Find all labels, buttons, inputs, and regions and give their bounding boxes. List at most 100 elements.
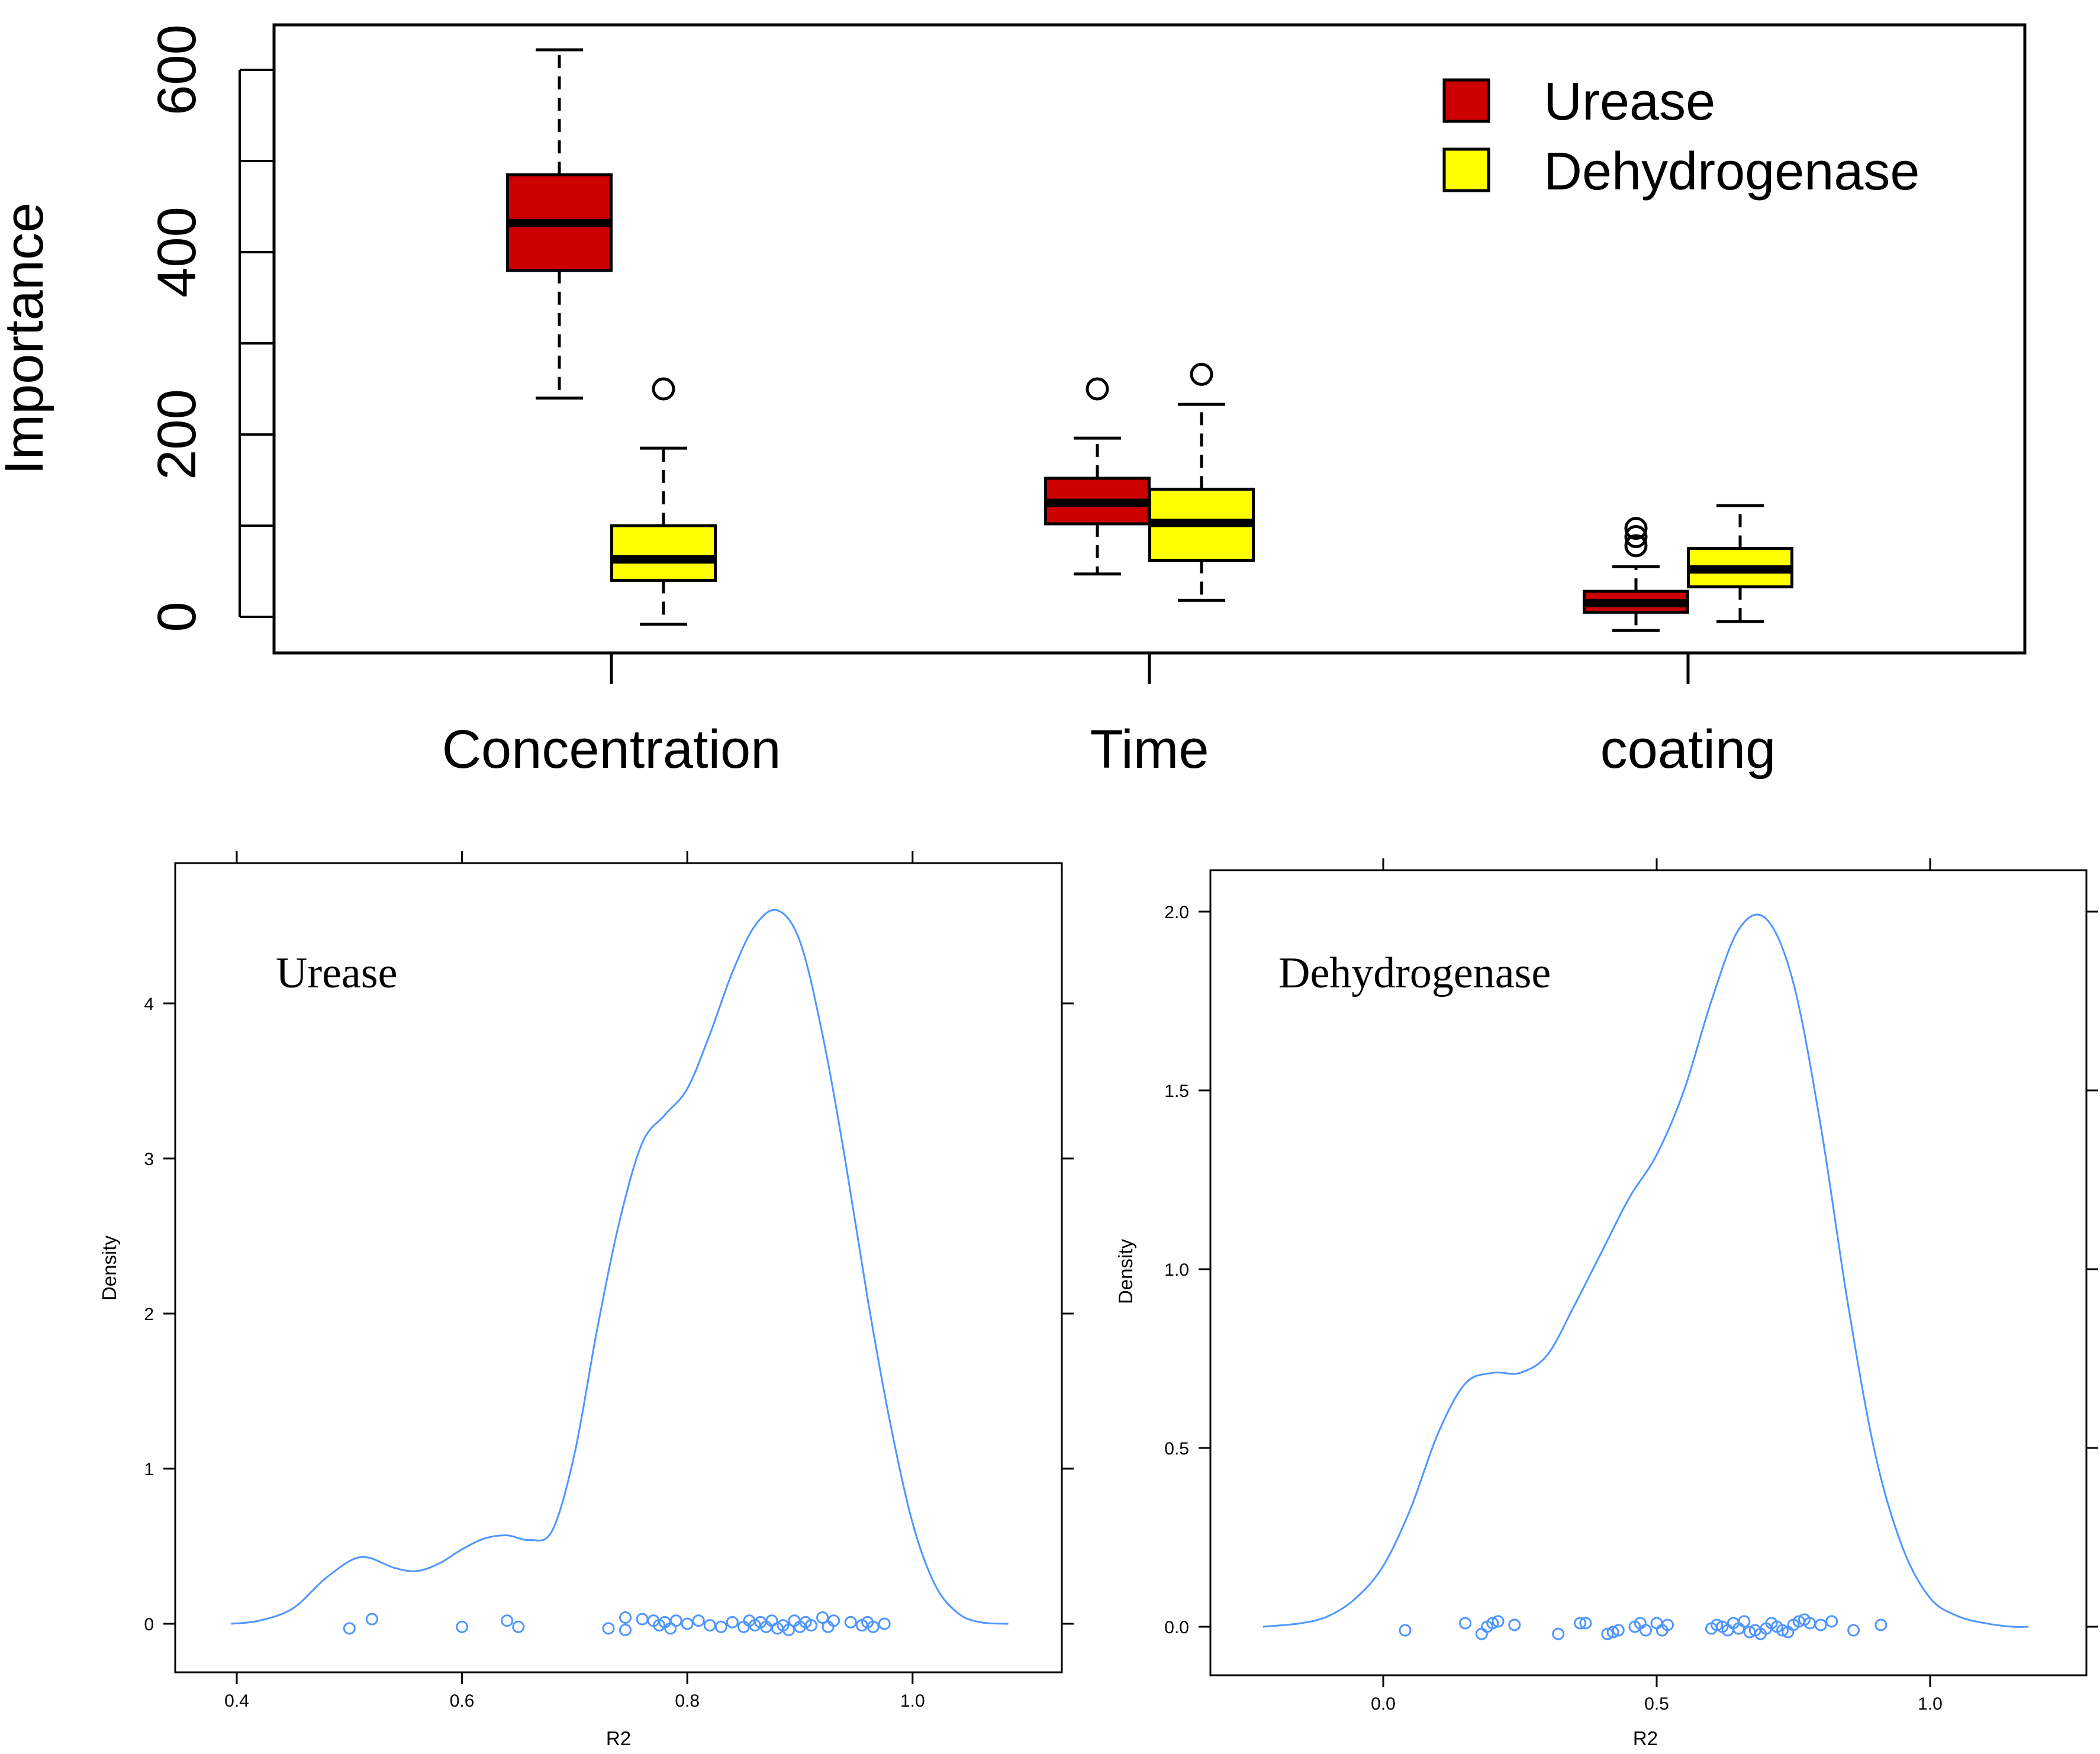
dehydrogenase-rug-point: [1661, 1618, 1674, 1631]
boxplot-y-tick-label: 0: [147, 601, 207, 632]
dehydrogenase-rug-point: [1486, 1617, 1499, 1630]
urease-y-axis-label: Density: [98, 1235, 120, 1301]
urease-rug-point: [827, 1614, 840, 1627]
box-outlier: [1086, 377, 1109, 401]
urease-density-curve: [231, 909, 1009, 1625]
urease-density-plot: Urease Density R2 0.4 0.6 0.8 1.0 0 1 2 3 4: [98, 851, 1074, 1749]
dehydrogenase-marks: [1262, 913, 2029, 1640]
boxplot-x-tick-label: coating: [1600, 719, 1776, 780]
urease-rug-point: [782, 1623, 795, 1636]
legend-label-urease: Urease: [1544, 72, 1715, 131]
dehydrogenase-rug-point: [1606, 1626, 1619, 1639]
legend-swatch-dehydrogenase: [1442, 147, 1490, 192]
box-outlier: [1624, 534, 1648, 558]
dehydrogenase-y-axis-label: Density: [1115, 1238, 1136, 1304]
dehydrogenase-y-tick-label: 0.0: [1164, 1618, 1189, 1637]
boxplot-x-tick-label: Time: [1090, 719, 1209, 780]
dehydrogenase-rug-point: [1711, 1618, 1724, 1631]
boxplot-y-axis-label: Importance: [0, 202, 54, 475]
dehydrogenase-x-tick-label: 1.0: [1918, 1694, 1943, 1714]
dehydrogenase-rug-point: [1738, 1615, 1751, 1628]
urease-x-tick-label: 0.6: [450, 1691, 475, 1711]
dehydrogenase-y-tick-label: 1.5: [1164, 1082, 1189, 1101]
urease-rug-point: [692, 1614, 705, 1627]
box-urease-coating: [1583, 517, 1689, 632]
dehydrogenase-rug-point: [1612, 1624, 1625, 1637]
urease-rug-point: [844, 1615, 857, 1629]
urease-axes: 0.4 0.6 0.8 1.0 0 1 2 3 4: [144, 851, 1074, 1711]
boxplot-boxes: [506, 48, 1793, 632]
dehydrogenase-rug-point: [1579, 1617, 1592, 1630]
urease-rug-point: [726, 1615, 739, 1629]
boxplot-y-tick-label: 600: [147, 24, 207, 115]
box-outlier: [1624, 524, 1648, 548]
dehydrogenase-rug-point: [1574, 1617, 1587, 1630]
urease-rug-point: [365, 1613, 378, 1626]
urease-rug-point: [619, 1611, 632, 1624]
dehydrogenase-x-axis-label: R2: [1633, 1727, 1658, 1749]
urease-x-tick-label: 0.4: [224, 1691, 249, 1711]
urease-x-tick-label: 0.8: [675, 1691, 700, 1711]
urease-rug-point: [669, 1614, 682, 1627]
legend-label-dehydrogenase: Dehydrogenase: [1544, 142, 1919, 201]
box-dehydrogenase-concentration: [610, 377, 717, 626]
dehydrogenase-rug-point: [1601, 1627, 1614, 1640]
boxplot-legend: Urease Dehydrogenase: [1442, 72, 1919, 201]
dehydrogenase-rug-point: [1508, 1618, 1521, 1631]
urease-rug-point: [805, 1619, 818, 1632]
legend-swatch-urease: [1442, 78, 1490, 123]
urease-rug-point: [681, 1617, 694, 1630]
dehydrogenase-density-plot: Dehydrogenase Density R2 0.0 0.5 1.0 0.0 0.5…: [1115, 858, 2098, 1749]
box-outlier: [1190, 362, 1213, 386]
boxplot-x-axis: Concentration Time coating: [442, 653, 1776, 780]
dehydrogenase-rug-point: [1847, 1624, 1860, 1637]
dehydrogenase-y-tick-label: 2.0: [1164, 903, 1189, 922]
dehydrogenase-rug-point: [1399, 1624, 1412, 1637]
box-urease-concentration: [506, 48, 613, 400]
importance-boxplot: Importance 0 200 400 600 Concentration Time c…: [0, 23, 2027, 780]
dehydrogenase-rug-point: [1552, 1627, 1565, 1640]
dehydrogenase-x-tick-label: 0.5: [1644, 1694, 1669, 1714]
urease-y-tick-label: 0: [144, 1615, 154, 1634]
urease-rug-point: [619, 1623, 632, 1636]
box-outlier: [652, 377, 675, 401]
urease-rug-point: [512, 1620, 525, 1633]
dehydrogenase-y-tick-label: 1.0: [1164, 1260, 1189, 1280]
boxplot-y-tick-label: 200: [147, 389, 207, 480]
urease-y-tick-label: 4: [144, 995, 154, 1014]
dehydrogenase-rug-point: [1814, 1618, 1827, 1631]
urease-rug-point: [501, 1614, 514, 1627]
urease-rug-point: [343, 1622, 356, 1635]
dehydrogenase-y-tick-label: 0.5: [1164, 1439, 1189, 1459]
urease-x-axis-label: R2: [606, 1727, 631, 1749]
urease-y-tick-label: 1: [144, 1460, 154, 1479]
urease-rug-point: [602, 1622, 615, 1635]
dehydrogenase-rug-point: [1874, 1618, 1888, 1631]
urease-rug-point: [816, 1611, 829, 1624]
urease-rug-point: [456, 1620, 469, 1633]
box-dehydrogenase-coating: [1687, 504, 1793, 623]
box-dehydrogenase-time: [1148, 362, 1255, 602]
boxplot-x-tick-label: Concentration: [442, 719, 781, 780]
dehydrogenase-density-curve: [1262, 913, 2029, 1628]
urease-plot-frame: [174, 862, 1063, 1673]
dehydrogenase-plot-frame: [1209, 869, 2088, 1676]
urease-y-tick-label: 3: [144, 1150, 154, 1169]
urease-rug-point: [878, 1617, 891, 1630]
dehydrogenase-x-tick-label: 0.0: [1371, 1694, 1396, 1714]
dehydrogenase-rug-point: [1825, 1615, 1838, 1628]
dehydrogenase-plot-title: Dehydrogenase: [1278, 949, 1551, 997]
dehydrogenase-axes: 0.0 0.5 1.0 0.0 0.5 1.0 1.5 2.0: [1164, 858, 2098, 1714]
urease-rug-point: [714, 1620, 727, 1633]
boxplot-y-axis: 0 200 400 600: [147, 24, 274, 632]
dehydrogenase-rug-point: [1640, 1624, 1653, 1637]
dehydrogenase-rug-point: [1459, 1617, 1472, 1630]
urease-marks: [231, 909, 1009, 1636]
urease-x-tick-label: 1.0: [900, 1691, 925, 1711]
box-iqr: [610, 524, 717, 582]
urease-y-tick-label: 2: [144, 1305, 154, 1324]
dehydrogenase-rug-point: [1492, 1615, 1505, 1628]
box-outlier: [1624, 517, 1648, 540]
